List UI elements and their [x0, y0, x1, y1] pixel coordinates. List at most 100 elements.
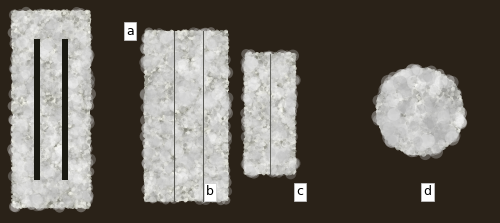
Point [167, 97, 175, 101]
Point [51, 74, 59, 78]
Point [205, 183, 213, 187]
Point [17, 131, 25, 134]
Point [160, 34, 168, 38]
Point [62, 91, 70, 95]
Point [409, 130, 417, 133]
Point [30, 203, 38, 207]
Point [186, 141, 194, 145]
Point [190, 62, 198, 66]
Point [291, 66, 299, 70]
Point [267, 131, 275, 134]
Point [204, 86, 212, 89]
Point [10, 87, 18, 91]
Point [24, 188, 32, 191]
Point [146, 96, 154, 99]
Point [27, 103, 35, 107]
Point [182, 198, 190, 202]
Point [434, 83, 442, 86]
Point [218, 126, 226, 129]
Point [168, 63, 176, 67]
Point [156, 139, 164, 143]
Point [213, 92, 221, 96]
Point [28, 45, 36, 49]
Point [18, 74, 26, 78]
Point [36, 155, 44, 158]
Point [200, 58, 208, 62]
Point [184, 146, 192, 150]
Point [214, 31, 222, 34]
Point [61, 176, 69, 180]
Point [278, 69, 285, 73]
Point [390, 144, 398, 147]
Point [222, 171, 230, 174]
Point [23, 193, 31, 197]
Point [76, 172, 84, 175]
Point [451, 91, 459, 94]
Point [458, 106, 466, 110]
Point [180, 30, 188, 33]
Point [52, 184, 60, 188]
Point [27, 50, 35, 53]
Point [400, 111, 407, 114]
Point [400, 139, 408, 143]
Point [72, 73, 80, 77]
Point [146, 162, 154, 165]
Point [408, 106, 416, 109]
Point [214, 63, 222, 67]
Point [413, 133, 421, 137]
Point [78, 62, 86, 66]
Point [39, 51, 47, 55]
Point [424, 78, 432, 81]
Point [56, 62, 64, 66]
Point [56, 123, 64, 126]
Point [46, 41, 54, 44]
Point [285, 112, 293, 115]
Point [215, 134, 223, 138]
Point [28, 64, 36, 68]
Point [30, 48, 38, 52]
Point [26, 99, 34, 103]
Point [59, 39, 67, 43]
Point [268, 74, 276, 78]
Point [142, 187, 150, 190]
Point [28, 138, 36, 142]
Point [14, 92, 22, 96]
Point [198, 176, 205, 180]
Point [38, 83, 46, 87]
Point [44, 139, 52, 143]
Point [14, 11, 22, 14]
Point [158, 52, 166, 56]
Point [430, 138, 438, 142]
Point [199, 107, 207, 111]
Point [54, 97, 62, 100]
Point [164, 58, 172, 62]
Point [205, 104, 213, 108]
Point [257, 143, 265, 147]
Point [20, 185, 28, 189]
Point [60, 196, 68, 200]
Point [212, 189, 220, 193]
Point [248, 65, 256, 68]
Point [430, 88, 438, 91]
Point [266, 119, 274, 123]
Point [162, 190, 170, 194]
Point [280, 81, 288, 84]
Point [174, 85, 182, 88]
Point [454, 109, 462, 113]
Point [265, 90, 273, 93]
Point [158, 127, 166, 130]
Point [258, 156, 266, 160]
Point [47, 116, 55, 119]
Point [80, 61, 88, 65]
Point [278, 161, 285, 164]
Point [32, 86, 40, 89]
Point [40, 84, 48, 88]
Point [414, 77, 422, 80]
Point [30, 103, 38, 106]
Point [146, 119, 154, 123]
Point [182, 143, 190, 147]
Point [387, 126, 395, 130]
Point [287, 145, 295, 149]
Point [187, 73, 195, 77]
Point [190, 162, 198, 165]
